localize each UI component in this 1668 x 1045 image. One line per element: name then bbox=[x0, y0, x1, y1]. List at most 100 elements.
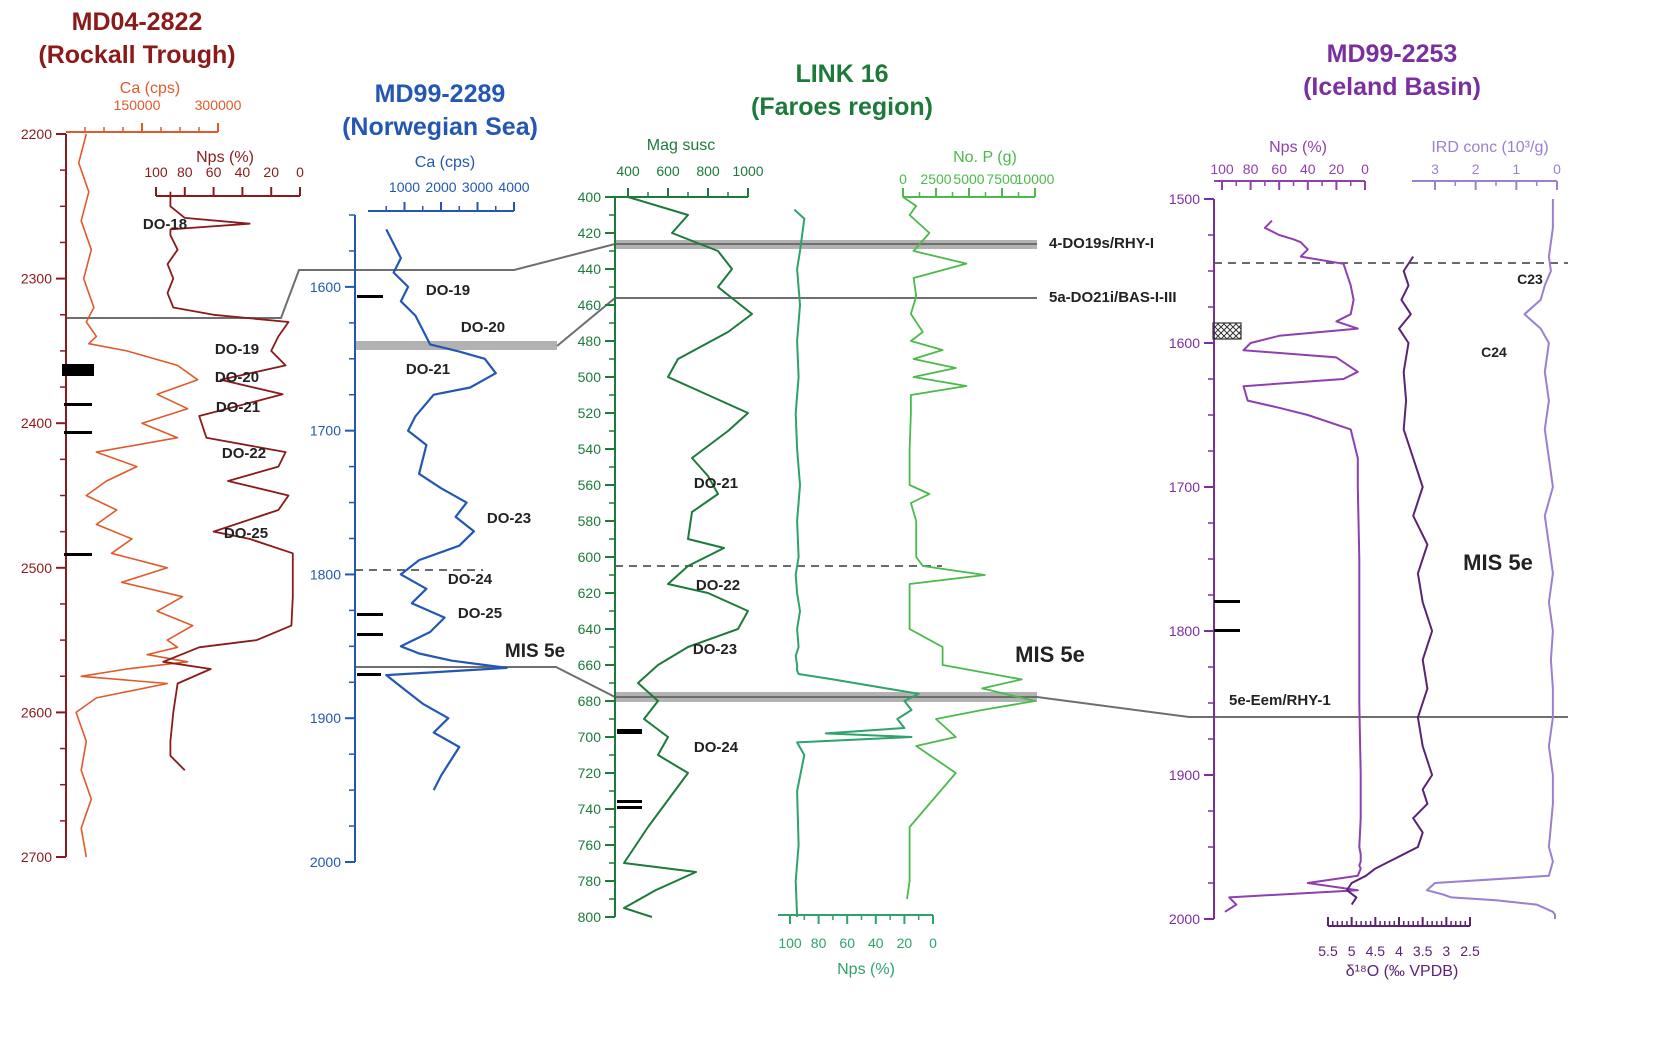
axis-title: Ca (cps) bbox=[120, 80, 180, 97]
value-tick-label: 60 bbox=[839, 935, 855, 951]
value-tick-label: 1000 bbox=[732, 163, 763, 179]
value-tick-label: 7500 bbox=[986, 171, 1017, 187]
depth-tick-label: 720 bbox=[578, 765, 602, 781]
value-tick-label: 80 bbox=[177, 164, 193, 180]
depth-tick-label: 640 bbox=[578, 621, 602, 637]
value-tick-label: 40 bbox=[235, 164, 251, 180]
depth-tick-label: 1700 bbox=[1169, 479, 1200, 495]
depth-tick-label: 2000 bbox=[310, 854, 341, 870]
depth-tick-label: 1500 bbox=[1169, 191, 1200, 207]
tie-line-label: 5a-DO21i/BAS-I-III bbox=[1049, 289, 1177, 306]
value-tick-label: 3.5 bbox=[1413, 943, 1433, 959]
tephra-marker bbox=[64, 553, 92, 556]
tie-line-label: 4-DO19s/RHY-I bbox=[1049, 235, 1154, 252]
tephra-marker bbox=[617, 806, 642, 809]
panel-title: MD99-2253 bbox=[1327, 40, 1458, 68]
value-tick-label: 3 bbox=[1431, 161, 1439, 177]
tephra-marker bbox=[1214, 629, 1240, 632]
nps-series-line bbox=[162, 191, 294, 771]
depth-tick-label: 540 bbox=[578, 441, 602, 457]
value-tick-label: 4000 bbox=[498, 179, 529, 195]
depth-tick-label: 420 bbox=[578, 225, 602, 241]
do-label: DO-20 bbox=[461, 319, 505, 336]
value-tick-label: 4 bbox=[1395, 943, 1403, 959]
ca-series-line bbox=[75, 133, 199, 858]
value-tick-label: 40 bbox=[1300, 161, 1316, 177]
do-label: DO-24 bbox=[448, 571, 493, 588]
panel-title: MD99-2289 bbox=[375, 80, 506, 108]
value-tick-label: 100 bbox=[778, 935, 802, 951]
tephra-marker bbox=[357, 673, 381, 676]
ca-series-line bbox=[385, 228, 508, 791]
panel-md99-2289: MD99-2289 (Norwegian Sea) 1600 1700 1800 1900… bbox=[310, 80, 565, 870]
value-tick-label: 4.5 bbox=[1366, 943, 1386, 959]
tephra-marker bbox=[617, 800, 642, 803]
tie-line-label: 5e-Eem/RHY-1 bbox=[1229, 692, 1331, 709]
depth-tick-label: 1600 bbox=[310, 279, 341, 295]
value-tick-label: 100 bbox=[144, 164, 168, 180]
c-label: C24 bbox=[1481, 344, 1507, 360]
value-tick-label: 150000 bbox=[114, 97, 161, 113]
depth-tick-label: 760 bbox=[578, 837, 602, 853]
depth-tick-label: 660 bbox=[578, 657, 602, 673]
panel-subtitle: (Faroes region) bbox=[751, 93, 933, 121]
hatched-box bbox=[1212, 322, 1242, 340]
panel-link16: LINK 16(Faroes region)400420440460480500… bbox=[578, 60, 1085, 978]
value-tick-label: 0 bbox=[929, 935, 937, 951]
value-tick-label: 2 bbox=[1472, 161, 1480, 177]
mis-label: MIS 5e bbox=[1463, 550, 1533, 575]
nps-series-line bbox=[1224, 219, 1362, 913]
do-label: DO-24 bbox=[694, 739, 739, 756]
depth-tick-label: 1900 bbox=[1169, 767, 1200, 783]
depth-tick-label: 700 bbox=[578, 729, 602, 745]
correlation-layer bbox=[66, 240, 1568, 718]
panel-subtitle: (Rockall Trough) bbox=[38, 41, 235, 69]
tephra-marker bbox=[1214, 600, 1240, 603]
do-label: DO-23 bbox=[487, 510, 531, 527]
no-p-series-line bbox=[902, 196, 1036, 900]
tie-line-do19 bbox=[66, 243, 1037, 319]
depth-tick-label: 1900 bbox=[310, 710, 341, 726]
depth-tick-label: 2000 bbox=[1169, 911, 1200, 927]
depth-tick-label: 480 bbox=[578, 333, 602, 349]
axis-title: Ca (cps) bbox=[415, 154, 475, 171]
depth-tick-label: 800 bbox=[578, 909, 602, 925]
mis-label: MIS 5e bbox=[1015, 642, 1085, 667]
panel-md04-2822: MD04-2822 (Rockall Trough) 2200 2300 2400 250… bbox=[21, 8, 304, 865]
tie-line-eem bbox=[355, 666, 1568, 718]
ird-series-line bbox=[1425, 199, 1556, 919]
tephra-marker bbox=[617, 729, 642, 734]
value-tick-label: 0 bbox=[296, 164, 304, 180]
value-tick-label: 0 bbox=[1553, 161, 1561, 177]
value-tick-label: 400 bbox=[616, 163, 640, 179]
value-tick-label: 80 bbox=[1243, 161, 1259, 177]
do-label: DO-22 bbox=[696, 577, 740, 594]
value-tick-label: 3 bbox=[1442, 943, 1450, 959]
mis-label: MIS 5e bbox=[505, 641, 565, 662]
value-tick-label: 0 bbox=[1361, 161, 1369, 177]
value-tick-label: 2.5 bbox=[1460, 943, 1480, 959]
tephra-marker bbox=[357, 613, 383, 616]
depth-tick-label: 1800 bbox=[310, 566, 341, 582]
value-tick-label: 100 bbox=[1210, 161, 1234, 177]
depth-tick-label: 560 bbox=[578, 477, 602, 493]
tie-line-labels: 4-DO19s/RHY-I 5a-DO21i/BAS-I-III 5e-Eem/RH… bbox=[1049, 235, 1331, 709]
depth-tick-label: 400 bbox=[578, 189, 602, 205]
axis-title: Mag susc bbox=[647, 137, 715, 154]
do-label: DO-18 bbox=[143, 216, 187, 233]
axis-title: Nps (%) bbox=[1269, 139, 1327, 156]
depth-tick-label: 1800 bbox=[1169, 623, 1200, 639]
value-tick-label: 600 bbox=[656, 163, 680, 179]
do-label: DO-21 bbox=[406, 361, 450, 378]
value-tick-label: 20 bbox=[897, 935, 913, 951]
value-tick-label: 5.5 bbox=[1318, 943, 1338, 959]
panel-title: LINK 16 bbox=[795, 60, 888, 88]
depth-tick-label: 520 bbox=[578, 405, 602, 421]
do-label: DO-23 bbox=[693, 641, 737, 658]
depth-tick-label: 2300 bbox=[21, 271, 52, 287]
value-tick-label: 1 bbox=[1512, 161, 1520, 177]
axis-title: No. P (g) bbox=[953, 149, 1017, 166]
value-tick-label: 20 bbox=[263, 164, 279, 180]
panel-title: MD04-2822 bbox=[72, 8, 203, 36]
depth-tick-label: 2600 bbox=[21, 704, 52, 720]
